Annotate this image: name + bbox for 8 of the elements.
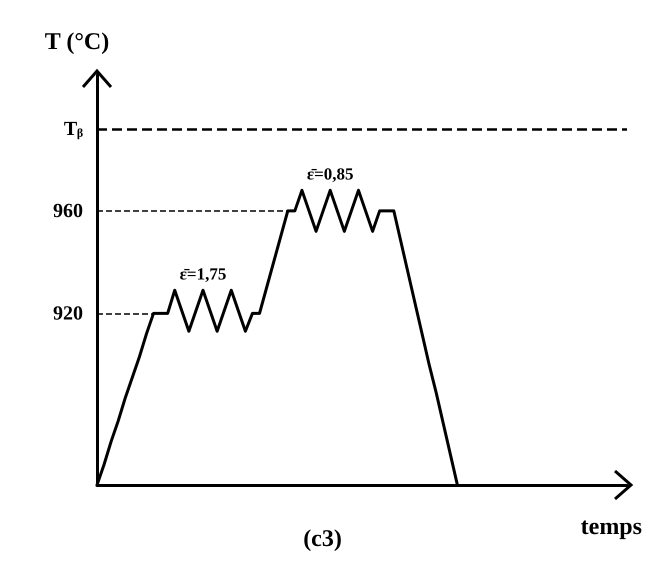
x-axis-title: temps — [580, 514, 642, 540]
annotation: ε̄=0,85 — [306, 164, 354, 184]
annotation: ε̄=1,75 — [180, 264, 226, 284]
y-tick-label: 960 — [53, 200, 83, 222]
y-tick-label: Tᵦ — [64, 118, 84, 140]
text: (c3) — [303, 526, 342, 552]
y-tick-label: 920 — [53, 302, 83, 324]
y-axis-title: T (°C) — [44, 29, 110, 55]
